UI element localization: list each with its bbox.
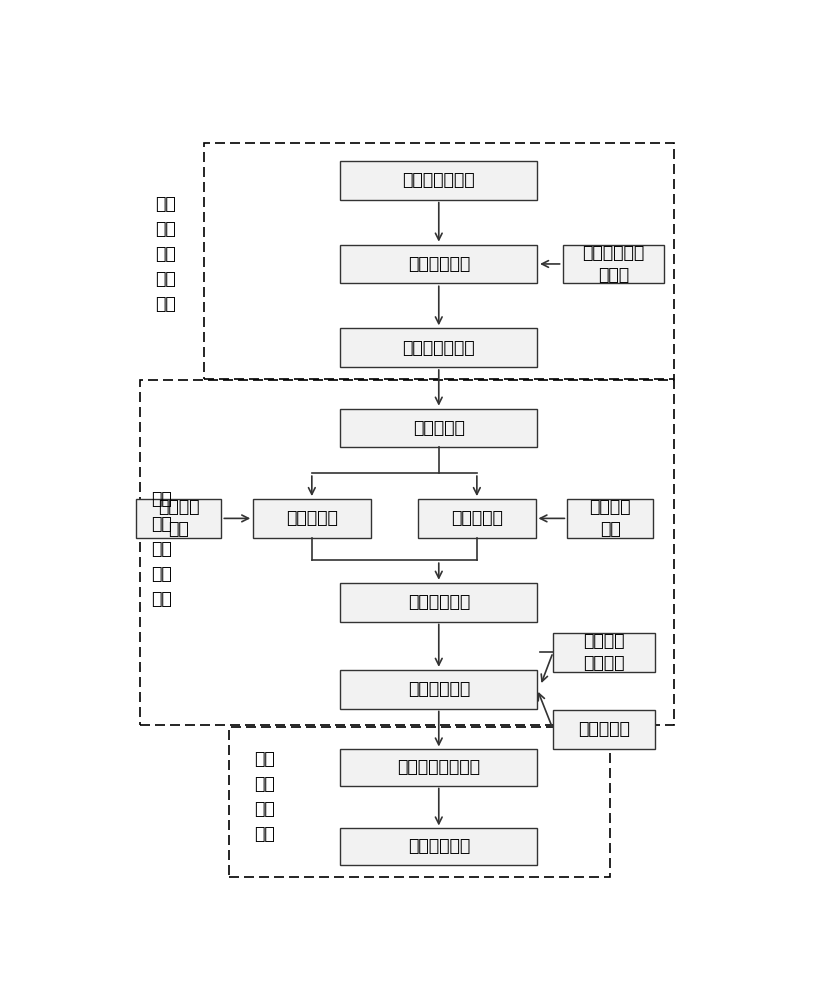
Bar	[553, 633, 654, 672]
Bar	[341, 583, 537, 622]
Text: 交叉口流量比: 交叉口流量比	[408, 593, 470, 611]
Text: 交通
量数
据采
集与
分析: 交通 量数 据采 集与 分析	[156, 195, 176, 313]
Text: 转向交通量分析: 转向交通量分析	[402, 339, 475, 357]
Text: 直行饱和
流量: 直行饱和 流量	[590, 498, 631, 538]
Bar	[419, 499, 536, 538]
Bar	[141, 380, 674, 725]
Text: 韦伯斯特法: 韦伯斯特法	[578, 720, 630, 738]
Bar	[204, 143, 674, 379]
Text: 直行流量比: 直行流量比	[451, 509, 503, 527]
Bar	[341, 670, 537, 709]
Bar	[341, 161, 537, 200]
Text: 交通管控时段: 交通管控时段	[408, 837, 470, 855]
Bar	[568, 499, 653, 538]
Text: 交通量预处理: 交通量预处理	[408, 255, 470, 273]
Text: 信号周期
损失时间: 信号周期 损失时间	[583, 632, 625, 672]
Text: 左转饱和
流量: 左转饱和 流量	[158, 498, 199, 538]
Text: 周平均小时交
通流量: 周平均小时交 通流量	[582, 244, 645, 284]
Bar	[341, 245, 537, 283]
Text: 路口
信号
周期
时长
计算: 路口 信号 周期 时长 计算	[151, 490, 172, 608]
Bar	[253, 499, 370, 538]
Text: 交通流数据采集: 交通流数据采集	[402, 171, 475, 189]
Text: 信号周期计算: 信号周期计算	[408, 680, 470, 698]
Bar	[136, 499, 221, 538]
Bar	[341, 749, 537, 786]
Bar	[229, 727, 610, 877]
Text: 管控划分阈值确定: 管控划分阈值确定	[397, 758, 480, 776]
Text: 流量比计算: 流量比计算	[413, 419, 464, 437]
Bar	[563, 245, 664, 283]
Text: 左转流量比: 左转流量比	[286, 509, 337, 527]
Bar	[553, 710, 654, 749]
Bar	[341, 409, 537, 447]
Bar	[341, 328, 537, 367]
Text: 路口
管控
时段
划分: 路口 管控 时段 划分	[254, 750, 274, 843]
Bar	[341, 828, 537, 865]
